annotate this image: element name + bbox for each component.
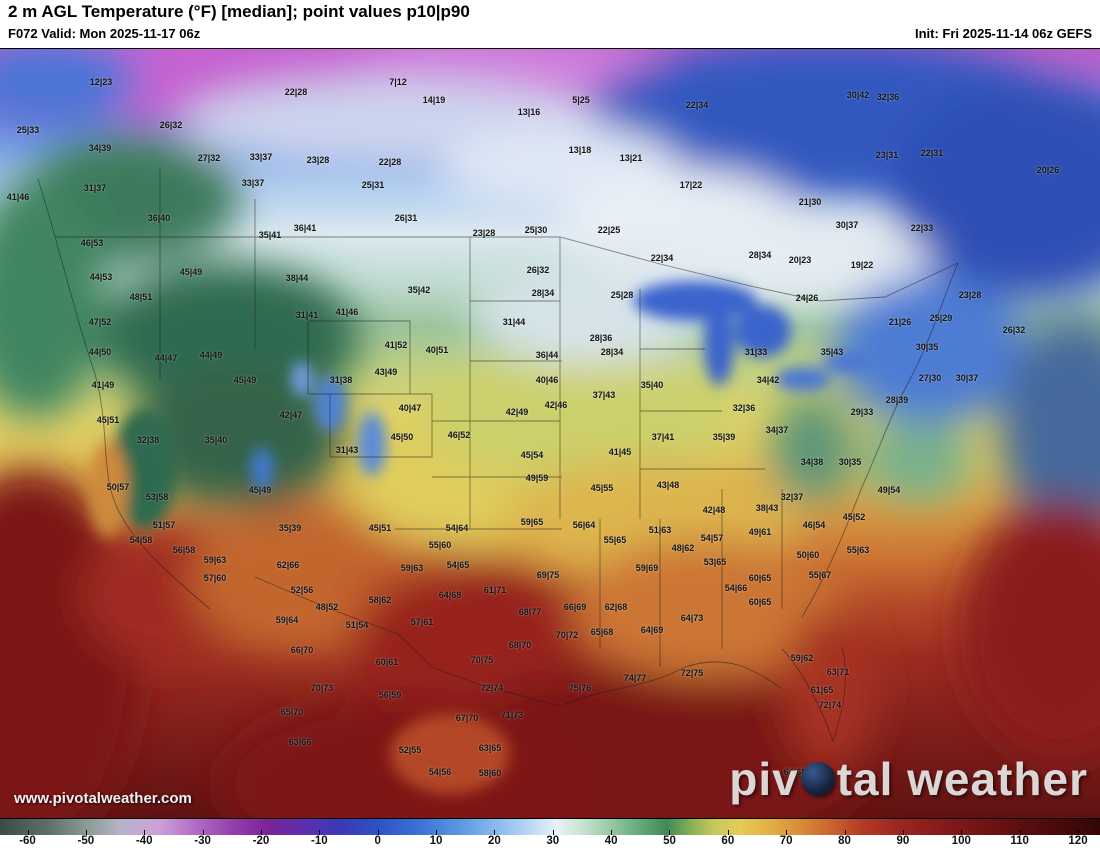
colorbar-tick-label: 60 [721,835,735,847]
colorbar-tick [844,830,846,835]
colorbar-tick [377,830,379,835]
colorbar-tick-label: 0 [374,835,381,847]
colorbar-tick-label: 70 [779,835,793,847]
map-header: 2 m AGL Temperature (°F) [median]; point… [0,0,1100,48]
colorbar-tick [144,830,146,835]
colorbar-tick [902,830,904,835]
colorbar-tick [436,830,438,835]
colorbar-tick [1019,830,1021,835]
pivotal-weather-logo: piv tal weather [729,752,1088,806]
colorbar-tick [1078,830,1079,835]
colorbar-tick-label: 40 [604,835,618,847]
colorbar-tick-label: 90 [896,835,910,847]
colorbar-tick [494,830,496,835]
colorbar-tick-label: 50 [663,835,676,847]
colorbar-tick-label: 10 [429,835,443,847]
logo-text-right: tal weather [836,753,1088,805]
colorbar-tick-label: 80 [838,835,851,847]
colorbar-tick-label: -20 [252,835,270,847]
valid-time-label: F072 Valid: Mon 2025-11-17 06z [8,26,201,41]
colorbar-tick-label: -40 [135,835,153,847]
colorbar-tick [786,830,788,835]
colorbar-tick-label: 100 [951,835,971,847]
colorbar-tick [260,830,262,835]
init-time-label: Init: Fri 2025-11-14 06z GEFS [914,26,1092,41]
header-subrow: F072 Valid: Mon 2025-11-17 06z Init: Fri… [8,26,1092,41]
colorbar-tick-label: 110 [1010,835,1029,847]
colorbar-tick [611,830,613,835]
colorbar-tick [669,830,671,835]
colorbar-tick [27,830,29,835]
colorbar-tick [319,830,321,835]
colorbar-tick [552,830,554,835]
colorbar-tick-label: 120 [1068,835,1088,847]
colorbar-tick-label: 20 [487,835,501,847]
colorbar-tick-label: -10 [310,835,328,847]
colorbar-tick [202,830,204,835]
colorbar-tick-label: -60 [19,835,36,847]
logo-text-left: piv [729,753,799,805]
watermark: www.pivotalweather.com [14,790,192,807]
boundary-lines [37,169,959,743]
colorbar-tick-label: -30 [194,835,211,847]
logo-globe-icon [800,762,835,796]
colorbar-gradient [0,818,1100,835]
map-canvas [0,48,1100,819]
temperature-field-svg [0,49,1100,819]
colorbar-tick [85,830,87,835]
colorbar-tick [727,830,729,835]
colorbar: -60 -50 -40 -30 -20 -10 0 10 20 30 40 50 60 70 80 90 100… [0,818,1100,850]
colorbar-tick [961,830,963,835]
colorbar-tick-label: 30 [546,835,560,847]
map-title: 2 m AGL Temperature (°F) [median]; point… [8,2,470,21]
colorbar-tick-label: -50 [77,835,95,847]
